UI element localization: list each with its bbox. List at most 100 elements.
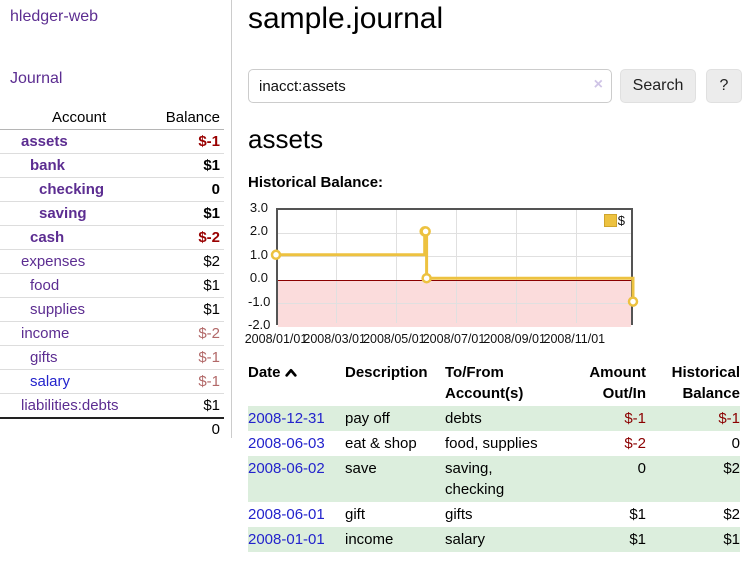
- account-link-income[interactable]: income: [21, 325, 70, 342]
- balance-cell: $2: [723, 460, 740, 477]
- x-axis-tick-label: 2008/11/01: [543, 332, 606, 346]
- y-axis-tick-label: 0.0: [249, 270, 268, 286]
- sidebar: hledger-web Journal Account Balance asse…: [0, 0, 232, 441]
- account-row: cash $-2: [0, 225, 224, 250]
- balance-cell: $1: [723, 531, 740, 548]
- date-cell: 2008-12-31: [248, 406, 345, 431]
- account-balance: $-2: [150, 225, 224, 250]
- search-button[interactable]: Search: [620, 69, 696, 103]
- date-cell: 2008-06-03: [248, 431, 345, 456]
- x-axis-tick-label: 2008/09/01: [483, 332, 546, 346]
- register-table: Date Description To/From Account(s) Amou…: [248, 360, 740, 552]
- main-content: sample.journal × Search ? assets Histori…: [244, 0, 742, 582]
- account-balance: $1: [150, 153, 224, 178]
- transaction-row: 2008-01-01 income salary $1 $1: [248, 527, 740, 552]
- brand-link[interactable]: hledger-web: [10, 8, 99, 25]
- vertical-gridline: [575, 210, 577, 323]
- vertical-gridline: [455, 210, 457, 323]
- page-title: sample.journal: [248, 2, 444, 35]
- account-row: checking 0: [0, 177, 224, 202]
- transaction-row: 2008-12-31 pay off debts $-1 $-1: [248, 406, 740, 431]
- account-row: food $1: [0, 273, 224, 298]
- account-link-checking[interactable]: checking: [39, 181, 105, 198]
- amount-cell: $1: [629, 506, 646, 523]
- transaction-date-link[interactable]: 2008-06-01: [248, 506, 325, 523]
- y-axis-tick-label: 1.0: [249, 246, 268, 262]
- search-input[interactable]: [248, 69, 612, 103]
- amount-cell: $-2: [624, 435, 646, 452]
- account-link-food[interactable]: food: [30, 277, 60, 294]
- date-column-header[interactable]: Date: [248, 360, 345, 406]
- account-link-cash[interactable]: cash: [30, 229, 65, 246]
- account-row: expenses $2: [0, 249, 224, 274]
- x-axis-tick-label: 2008/03/01: [303, 332, 366, 346]
- account-heading: assets: [248, 124, 324, 154]
- transaction-row: 2008-06-02 save saving, checking 0 $2: [248, 456, 740, 502]
- account-balance: $2: [150, 249, 224, 274]
- search-form: × Search ?: [248, 69, 742, 103]
- account-link-assets[interactable]: assets: [21, 133, 68, 150]
- description-cell: save: [345, 460, 377, 477]
- balance-cell: $2: [723, 506, 740, 523]
- account-link-liabilities-debts[interactable]: liabilities:debts: [21, 397, 119, 414]
- transaction-row: 2008-06-03 eat & shop food, supplies $-2 0: [248, 431, 740, 456]
- balance-column-header: Balance: [150, 106, 224, 130]
- date-cell: 2008-06-02: [248, 456, 345, 502]
- x-axis-tick-label: 2008/05/01: [363, 332, 426, 346]
- help-button[interactable]: ?: [706, 69, 742, 103]
- account-balance: 0: [150, 177, 224, 202]
- clear-search-icon[interactable]: ×: [593, 76, 603, 93]
- account-link-gifts[interactable]: gifts: [30, 349, 58, 366]
- x-axis-tick-label: 2008/07/01: [422, 332, 486, 346]
- vertical-gridline: [395, 210, 397, 323]
- account-row: assets $-1: [0, 129, 224, 154]
- chart-legend: $: [276, 213, 625, 228]
- data-point-marker: [421, 272, 432, 284]
- nav-journal-link[interactable]: Journal: [10, 70, 63, 87]
- transaction-date-link[interactable]: 2008-12-31: [248, 410, 325, 427]
- register-header-row: Date Description To/From Account(s) Amou…: [248, 360, 740, 406]
- account-link-saving[interactable]: saving: [39, 205, 87, 222]
- account-column-header: Account: [0, 106, 151, 130]
- account-balance: $1: [150, 273, 224, 298]
- plot-area: [276, 208, 633, 327]
- y-axis-tick-label: -1.0: [248, 293, 271, 309]
- account-link-bank[interactable]: bank: [30, 157, 66, 174]
- balance-cell: 0: [731, 435, 740, 452]
- date-cell: 2008-01-01: [248, 527, 345, 552]
- account-row: liabilities:debts $1: [0, 393, 224, 419]
- transaction-date-link[interactable]: 2008-01-01: [248, 531, 325, 548]
- legend-label: $: [617, 213, 625, 228]
- vertical-gridline: [336, 210, 338, 323]
- account-balance: $-1: [150, 345, 224, 370]
- description-cell: income: [345, 531, 394, 548]
- account-link-expenses[interactable]: expenses: [21, 253, 86, 270]
- accounts-cell: gifts: [445, 506, 473, 523]
- historical-balance-chart: 3.0 2.0 1.0 0.0 -1.0 -2.0 2008/01/01 2008/03/01…: [244, 200, 742, 354]
- description-cell: pay off: [345, 410, 390, 427]
- account-balance: $1: [150, 201, 224, 226]
- accounts-cell: saving, checking: [445, 460, 505, 498]
- transaction-date-link[interactable]: 2008-06-02: [248, 460, 325, 477]
- balance-column-header: Historical Balance: [671, 364, 740, 402]
- amount-cell: 0: [637, 460, 646, 477]
- description-cell: eat & shop: [345, 435, 417, 452]
- accounts-cell: food, supplies: [445, 435, 538, 452]
- y-axis-tick-label: 2.0: [249, 223, 268, 239]
- description-column-header: Description: [345, 364, 428, 381]
- vertical-gridline: [516, 210, 518, 323]
- account-link-supplies[interactable]: supplies: [30, 301, 86, 318]
- account-row: saving $1: [0, 201, 224, 226]
- account-balance: $-2: [150, 321, 224, 346]
- account-balance: $1: [150, 297, 224, 322]
- total-balance: 0: [150, 417, 224, 441]
- accounts-cell: debts: [445, 410, 482, 427]
- data-point-marker: [420, 226, 431, 237]
- account-link-salary[interactable]: salary: [30, 373, 71, 390]
- sort-ascending-icon: [284, 364, 297, 381]
- search-box: ×: [248, 69, 612, 103]
- transaction-date-link[interactable]: 2008-06-03: [248, 435, 325, 452]
- legend-swatch: [603, 214, 617, 227]
- total-row: 0: [0, 417, 224, 441]
- x-axis-tick-label: 2008/01/01: [244, 332, 308, 346]
